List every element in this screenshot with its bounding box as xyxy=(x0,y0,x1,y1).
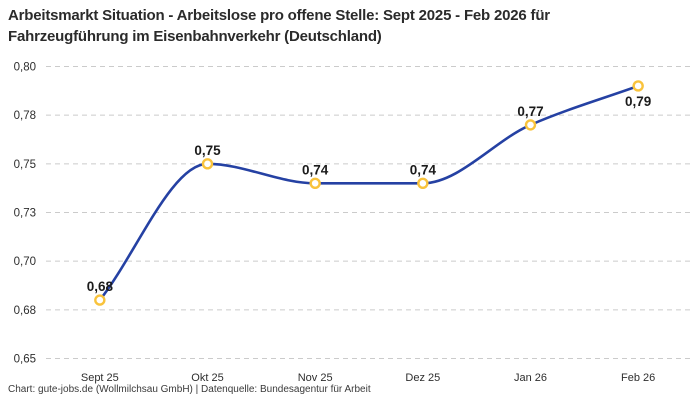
x-tick-label: Nov 25 xyxy=(298,372,333,384)
series-line xyxy=(98,84,640,302)
gridlines xyxy=(46,66,692,359)
y-tick-label: 0,78 xyxy=(14,110,36,122)
x-tick-label: Sept 25 xyxy=(81,372,119,384)
y-tick-label: 0,75 xyxy=(14,159,36,171)
y-axis-tick-labels: 0,80 0,78 0,75 0,73 0,70 0,68 0,65 xyxy=(14,62,36,366)
chart-footer: Chart: gute-jobs.de (Wollmilchsau GmbH) … xyxy=(8,384,371,395)
data-point-label: 0,77 xyxy=(517,104,543,119)
chart-title: Arbeitsmarkt Situation - Arbeitslose pro… xyxy=(8,7,550,45)
data-point-markers xyxy=(94,80,644,306)
y-tick-label: 0,68 xyxy=(14,305,36,317)
data-point-marker xyxy=(201,158,214,170)
data-point-label: 0,74 xyxy=(410,162,437,177)
data-point-label: 0,79 xyxy=(625,94,651,109)
data-point-marker xyxy=(309,177,321,190)
x-tick-label: Jan 26 xyxy=(514,372,547,384)
data-series xyxy=(98,84,640,302)
data-point-label: 0,68 xyxy=(87,279,114,294)
y-tick-label: 0,80 xyxy=(14,62,36,74)
x-tick-label: Dez 25 xyxy=(405,372,440,384)
data-point-labels: 0,68 0,75 0,74 0,74 0,77 0,79 xyxy=(87,94,652,294)
data-point-marker xyxy=(417,177,429,190)
x-tick-label: Okt 25 xyxy=(191,372,223,384)
data-point-label: 0,74 xyxy=(302,162,329,177)
y-tick-label: 0,73 xyxy=(14,208,36,220)
data-point-marker xyxy=(632,80,644,92)
y-tick-label: 0,65 xyxy=(14,354,36,366)
x-axis-tick-labels: Sept 25 Okt 25 Nov 25 Dez 25 Jan 26 Feb 26 xyxy=(81,372,655,384)
data-point-marker xyxy=(94,294,106,306)
y-tick-label: 0,70 xyxy=(14,256,36,268)
data-point-label: 0,75 xyxy=(194,143,221,158)
data-point-marker xyxy=(524,119,537,131)
x-tick-label: Feb 26 xyxy=(621,372,655,384)
